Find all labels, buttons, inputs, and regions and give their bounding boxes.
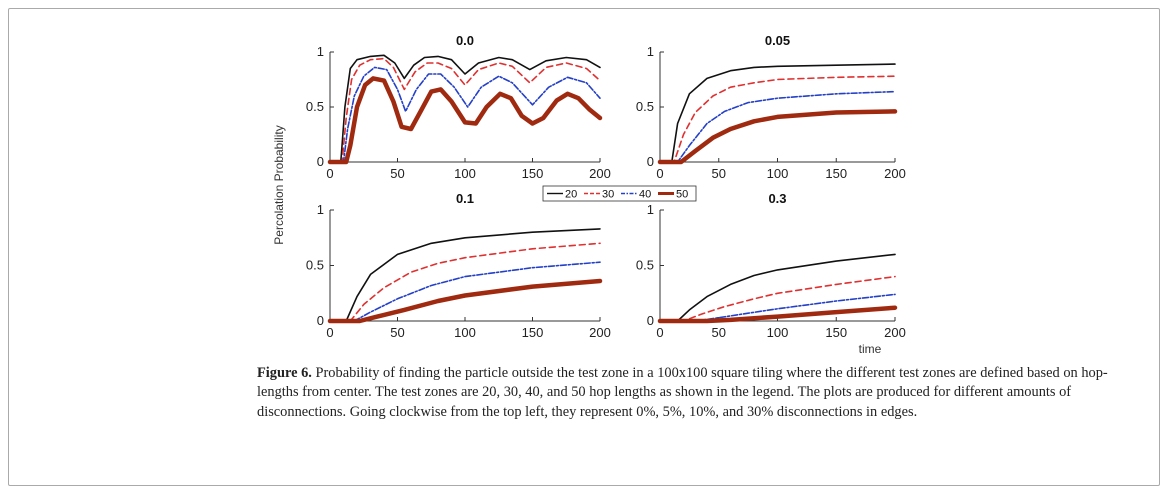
series-line-40 [329,66,601,163]
x-tick-label: 200 [589,325,611,340]
x-tick-label: 100 [767,166,789,181]
series-line-30 [329,242,601,322]
y-tick-label: 1 [647,44,654,59]
x-tick-label: 100 [767,325,789,340]
x-tick-label: 100 [454,325,476,340]
series-line-50 [327,76,603,165]
series-line-30 [659,75,896,163]
subplot-2: 0.1 0 0.5 1 0 50 100 150 200 [306,191,611,340]
x-tick-label: 50 [712,325,726,340]
x-tick-label: 200 [589,166,611,181]
x-tick-label: 150 [522,325,544,340]
figure-frame [8,8,1160,486]
y-tick-label: 0 [317,154,324,169]
figure-caption: Figure 6. Probability of finding the par… [257,364,1137,422]
series-line-20 [329,228,601,322]
subplot-title: 0.05 [765,33,790,48]
y-axis-label: Percolation Probability [272,125,286,244]
legend-label-40: 40 [639,189,651,201]
series-line-20 [329,54,601,163]
y-tick-label: 0.5 [636,258,654,273]
y-tick-label: 1 [647,202,654,217]
x-tick-label: 50 [390,166,404,181]
y-tick-label: 1 [317,44,324,59]
subplot-title: 0.0 [456,33,474,48]
subplot-0: 0.0 0 0.5 1 0 50 100 150 200 [306,33,611,181]
x-axis-label: time [859,342,882,356]
legend-label-20: 20 [565,189,577,201]
series-line-20 [659,253,896,322]
subplot-title: 0.1 [456,191,474,206]
figure-caption-text: Probability of finding the particle outs… [257,365,1108,420]
x-tick-label: 0 [326,166,333,181]
series-line-40 [329,261,601,322]
legend: 20 30 40 50 [542,185,697,202]
series-line-30 [329,57,601,163]
y-tick-label: 0.5 [306,99,324,114]
series-line-50 [657,109,898,165]
x-tick-label: 100 [454,166,476,181]
legend-label-30: 30 [602,189,614,201]
subplot-1: 0.05 0 0.5 1 0 50 100 150 200 [636,33,906,181]
series-line-50 [657,305,898,324]
legend-box [542,185,697,202]
y-tick-label: 0.5 [636,99,654,114]
x-tick-label: 150 [825,166,847,181]
y-tick-label: 1 [317,202,324,217]
x-tick-label: 200 [884,325,906,340]
x-tick-label: 150 [522,166,544,181]
series-line-40 [659,90,896,163]
y-tick-label: 0.5 [306,258,324,273]
y-tick-label: 0 [317,313,324,328]
subplot-3: 0.3 0 0.5 1 0 50 100 150 200 [636,191,906,340]
legend-label-50: 50 [676,189,688,201]
figure-caption-label: Figure 6. [257,365,312,381]
y-tick-label: 0 [647,154,654,169]
x-tick-label: 150 [825,325,847,340]
series-line-50 [327,278,603,324]
x-tick-label: 50 [712,166,726,181]
x-tick-label: 0 [656,166,663,181]
x-tick-label: 0 [656,325,663,340]
x-tick-label: 0 [326,325,333,340]
subplot-title: 0.3 [768,191,786,206]
series-line-20 [659,63,896,163]
y-tick-label: 0 [647,313,654,328]
figure-plots: Percolation Probability time 0.0 0 0.5 1 0 50… [272,33,906,356]
x-tick-label: 50 [390,325,404,340]
x-tick-label: 200 [884,166,906,181]
